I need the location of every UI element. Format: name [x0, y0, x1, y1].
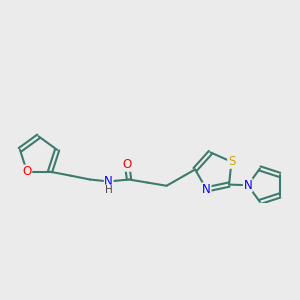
Text: N: N [243, 179, 252, 192]
Text: O: O [22, 165, 32, 178]
Text: H: H [105, 185, 112, 195]
Text: N: N [104, 175, 113, 188]
Text: N: N [202, 183, 211, 196]
Text: O: O [122, 158, 132, 171]
Text: S: S [228, 155, 235, 168]
